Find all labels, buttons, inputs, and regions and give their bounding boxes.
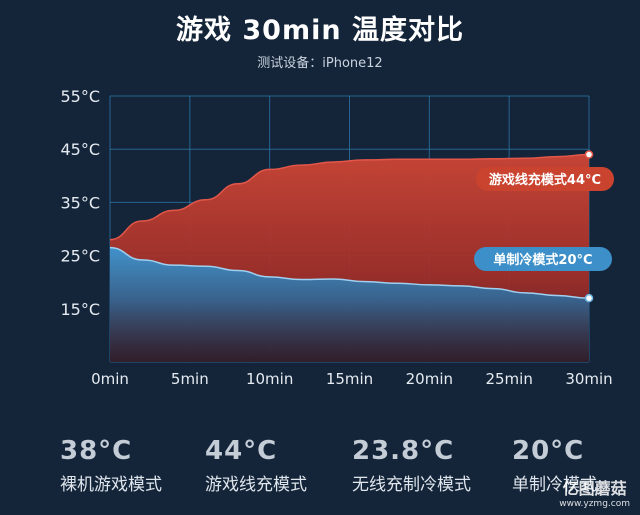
stat-wireless-cooling: 23.8°C 无线充制冷模式 [352,436,502,495]
series-area-cooling [110,247,589,362]
x-tick-label: 10min [246,370,293,388]
stat-label: 裸机游戏模式 [60,475,162,495]
chart-title: 游戏 30min 温度对比 [176,15,464,46]
x-tick-label: 30min [565,370,612,388]
watermark-text: 亿图蘑菇 [562,479,627,498]
series-label-wired-charge-bg [476,167,614,191]
chart-subtitle: 测试设备：iPhone12 [257,56,383,71]
stat-label: 单制冷模式 [512,475,597,495]
stat-value: 20°C [512,436,585,466]
watermark-logo: 亿图蘑菇 www.yzmg.com [559,475,630,509]
stat-bare-gaming: 38°C 裸机游戏模式 [60,436,210,495]
stat-value: 38°C [60,436,133,466]
stat-label: 无线充制冷模式 [352,475,471,495]
x-tick-label: 25min [485,370,532,388]
stat-value: 23.8°C [352,436,455,466]
watermark-url: www.yzmg.com [559,499,630,509]
y-tick-label: 35°C [60,193,100,212]
series-label-wired-charge: 游戏线充模式44°C [476,167,614,191]
x-tick-label: 5min [171,370,209,388]
series-end-point-cooling [584,293,594,303]
y-tick-label: 45°C [60,140,100,159]
x-tick-label: 15min [326,370,373,388]
series-line-wired-charge [109,153,590,241]
stat-label: 游戏线充模式 [205,475,307,495]
x-tick-label: 20min [406,370,453,388]
stat-gaming-wired-charge: 44°C 游戏线充模式 [205,436,355,495]
stat-cooling-only: 20°C 单制冷模式 [512,436,640,495]
stat-value: 44°C [205,436,278,466]
y-tick-label: 25°C [60,247,100,266]
x-tick-label: 0min [91,370,129,388]
x-tick-labels: 0min 5min 10min 15min 20min 25min 30min [91,370,613,388]
series-label-cooling: 单制冷模式20°C [474,247,612,271]
y-tick-label: 15°C [60,300,100,319]
series-label-cooling-bg [474,247,612,271]
temperature-chart: 55°C 45°C 35°C 25°C 15°C 0min 5min 10min 15min 2… [60,87,614,388]
y-tick-label: 55°C [60,87,100,106]
series-labels: 游戏线充模式44°C 单制冷模式20°C [474,167,614,271]
series-areas [109,150,594,362]
series-label-cooling-text: 单制冷模式20°C [493,252,592,268]
y-tick-labels: 55°C 45°C 35°C 25°C 15°C [60,87,100,319]
series-line-cooling [109,246,590,299]
series-label-wired-charge-text: 游戏线充模式44°C [489,172,601,188]
series-end-point-wired-charge [584,150,594,159]
